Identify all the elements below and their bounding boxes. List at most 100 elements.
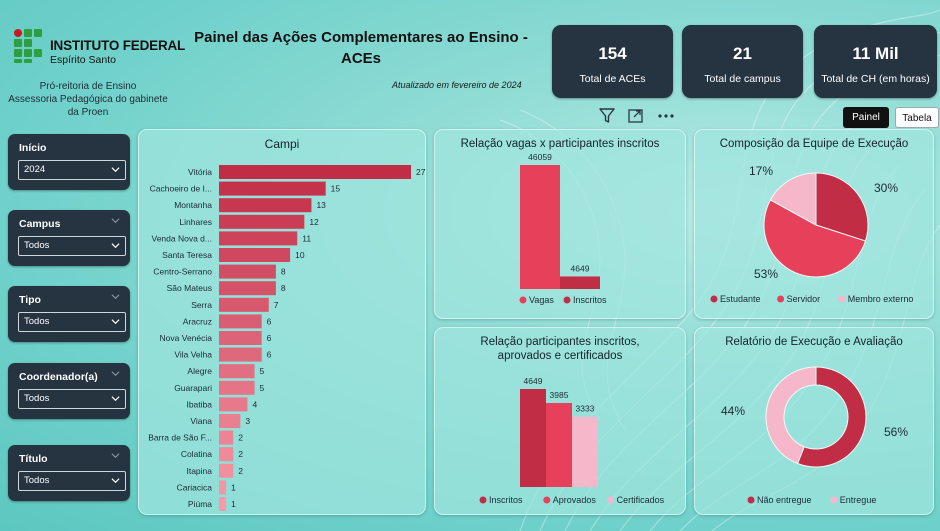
data-label: 13 (316, 200, 326, 210)
filter-titulo-select[interactable]: Todos (18, 471, 126, 491)
legend-marker (777, 295, 785, 303)
bar (219, 231, 298, 246)
chevron-down-icon[interactable] (111, 292, 120, 301)
category-label: Vitória (188, 167, 212, 177)
chart-title: Relação vagas x participantes inscritos (460, 138, 660, 150)
legend-label: Aprovados (553, 495, 597, 505)
data-label: 5 (260, 383, 265, 393)
filter-inicio-select[interactable]: 2024 (18, 160, 126, 180)
bar (219, 331, 262, 345)
bar (520, 165, 560, 289)
data-label: 12 (309, 217, 319, 227)
bar (546, 402, 572, 487)
kpi-label: Total de CH (em horas) (821, 73, 930, 85)
chart-equipe-card: Composição da Equipe de Execução 30% 53% 1… (694, 129, 934, 319)
chevron-down-icon[interactable] (111, 451, 120, 460)
data-label: 4649 (571, 263, 590, 273)
legend-label: Certificados (617, 495, 665, 505)
legend-label: Membro externo (848, 294, 914, 304)
chevron-down-icon (111, 319, 120, 325)
bar (219, 198, 312, 213)
chart-vagas-card: Relação vagas x participantes inscritos … (434, 129, 686, 319)
bar (219, 397, 248, 412)
chart-title-line: Relação participantes inscritos, (480, 336, 640, 348)
bar (219, 380, 255, 395)
logo-name: INSTITUTO FEDERAL (50, 38, 186, 53)
filter-campus: Campus Todos (8, 210, 130, 266)
filter-tipo-select[interactable]: Todos (18, 312, 126, 332)
bar (520, 389, 546, 487)
bar (219, 314, 262, 329)
chevron-down-icon[interactable] (111, 369, 120, 378)
data-label: 15 (331, 184, 341, 194)
filter-coordenador-select[interactable]: Todos (18, 389, 126, 409)
filter-label: Tipo (19, 294, 41, 306)
more-options-icon[interactable] (658, 114, 674, 118)
category-label: Cachoeiro de I... (150, 184, 212, 194)
bar (219, 414, 241, 428)
data-label: 2 (238, 449, 243, 459)
chevron-down-icon (111, 478, 120, 484)
legend-label: Vagas (529, 295, 554, 305)
legend-marker (838, 295, 846, 303)
focus-mode-icon[interactable] (628, 109, 643, 123)
data-label: 10 (295, 250, 305, 260)
filter-campus-select[interactable]: Todos (18, 236, 126, 256)
kpi-value: 11 Mil (852, 44, 899, 63)
category-label: Vila Velha (174, 350, 212, 360)
bar (219, 165, 411, 179)
category-label: São Mateus (167, 283, 212, 293)
category-label: Linhares (179, 217, 212, 227)
page-title-line: ACEs (340, 50, 381, 67)
bar (219, 248, 291, 262)
department-text: Pró-reitoria de Ensino Assessoria Pedagó… (8, 80, 168, 119)
category-label: Viana (190, 416, 212, 426)
data-label: 2 (238, 433, 243, 443)
legend-marker (710, 295, 718, 303)
legend-marker (479, 496, 487, 504)
bar (219, 281, 276, 296)
category-label: Cariacica (177, 482, 213, 492)
chevron-down-icon[interactable] (111, 216, 120, 225)
data-label: 3 (245, 416, 250, 426)
update-date: Atualizado em fevereiro de 2024 (392, 80, 522, 90)
legend-marker (830, 496, 838, 504)
filter-icon[interactable] (599, 108, 615, 123)
bar (219, 364, 255, 379)
bar (219, 297, 269, 312)
legend-marker (607, 496, 615, 504)
data-label: 4 (252, 399, 257, 409)
legend-label: Estudante (720, 294, 761, 304)
institute-logo: INSTITUTO FEDERAL Espírito Santo (14, 27, 185, 71)
category-label: Barra de São F... (148, 433, 212, 443)
data-label: 1 (231, 499, 236, 509)
legend-marker (519, 296, 527, 304)
filter-value: Todos (24, 316, 50, 327)
chart-title: Campi (264, 137, 300, 151)
category-label: Itapina (186, 466, 212, 476)
category-label: Centro-Serrano (153, 267, 212, 277)
data-label: 6 (267, 333, 272, 343)
kpi-value: 21 (733, 44, 752, 63)
category-label: Alegre (187, 366, 212, 376)
logo-mark-icon (14, 29, 46, 63)
page-title-line: Painel das Ações Complementares ao Ensin… (194, 29, 528, 46)
tab-tabela[interactable]: Tabela (895, 107, 939, 128)
category-label: Guarapari (174, 383, 212, 393)
chart-title: Relatório de Execução e Avaliação (725, 336, 903, 348)
data-label: 6 (267, 316, 272, 326)
chart-vagas-inscritos: 46059 4649 Vagas Inscritos (519, 152, 607, 305)
slice-label: 30% (874, 181, 898, 195)
data-label: 7 (274, 300, 279, 310)
legend-marker (747, 496, 755, 504)
kpi-total-ch: 11 Mil Total de CH (em horas) (814, 25, 937, 98)
filter-inicio: Início 2024 (8, 134, 130, 190)
tab-painel[interactable]: Painel (843, 107, 889, 128)
legend-label: Servidor (787, 294, 821, 304)
chart-campi-card: Campi Vitória 27 Cachoeiro de I... 15 Montan… (138, 129, 426, 515)
chart-equipe-execucao: 30% 53% 17% Estudante Servidor Membro externo (710, 164, 914, 304)
chart-title: Composição da Equipe de Execução (719, 138, 909, 150)
data-label: 11 (302, 233, 311, 243)
data-label: 2 (238, 466, 243, 476)
filter-label: Campus (19, 218, 61, 230)
